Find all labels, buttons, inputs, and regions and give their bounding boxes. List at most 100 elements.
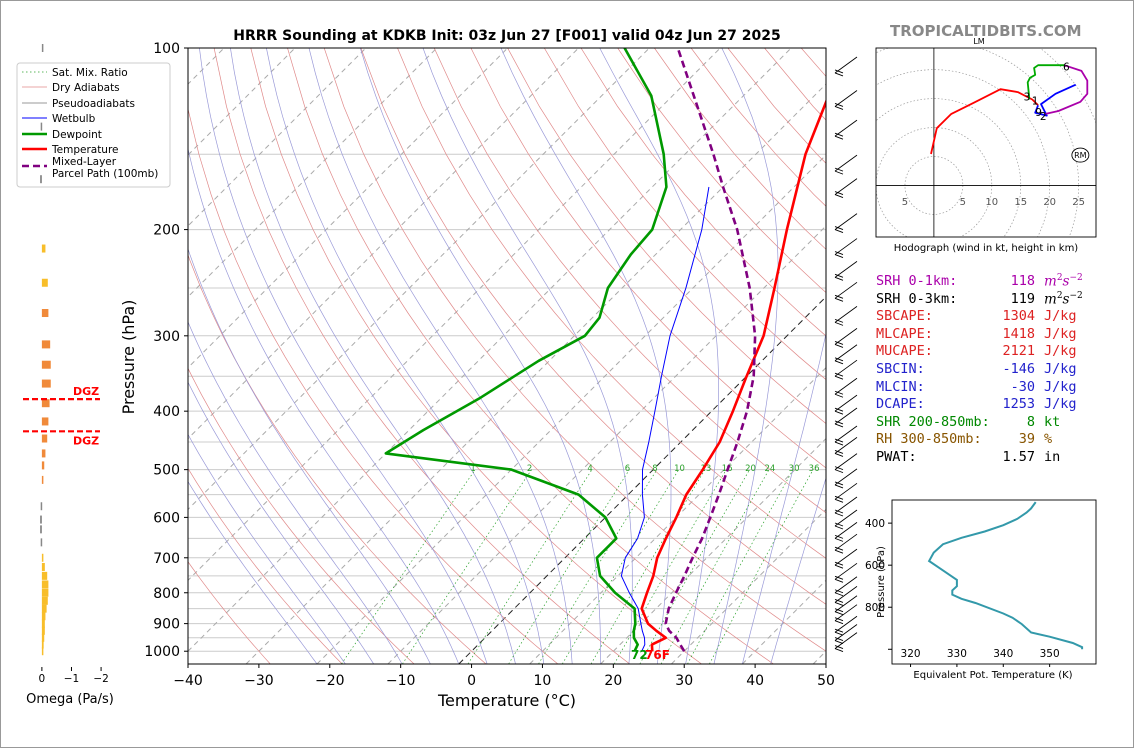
mixing-ratio-label: 1 [470, 464, 475, 474]
isotherm [458, 296, 826, 664]
omega-tick-label: −2 [93, 673, 108, 685]
wind-barb [834, 576, 858, 594]
index-label: MLCAPE: [876, 325, 933, 342]
wind-barb [834, 154, 858, 172]
omega-bar [41, 360, 51, 369]
index-value: 118 [1010, 273, 1035, 289]
omega-bar [41, 44, 44, 52]
mixing-ratio-label: 4 [587, 464, 592, 474]
index-unit: % [1044, 431, 1053, 448]
y-tick-label: 600 [153, 510, 180, 526]
isotherm [188, 48, 721, 582]
index-value: 1253 [1002, 396, 1035, 413]
theta-e-ylabel: Pressure (hPa) [876, 546, 887, 618]
isotherm [245, 83, 826, 664]
wind-barb [834, 586, 858, 603]
omega-bar [41, 461, 45, 470]
index-label: MUCAPE: [876, 343, 933, 360]
omega-bar [41, 417, 49, 426]
hodo-segment [1026, 64, 1065, 100]
legend-entry: Mixed-Layer [52, 156, 117, 168]
isotherm [188, 48, 579, 440]
mixing-ratio-label: 20 [745, 464, 756, 474]
dry-adiabat [323, 48, 826, 652]
dry-adiabat [580, 48, 826, 337]
pseudoadiabat [266, 48, 545, 664]
omega-bar [41, 553, 44, 562]
wind-barb [834, 238, 858, 255]
theta-e-panel: 400 600 800 320 330 340 350 Equivalent Pot. Tem… [865, 499, 1097, 681]
pseudoadiabat [500, 48, 672, 664]
index-row: SRH 0-3km: [876, 291, 957, 307]
index-unit: J/kg [1044, 378, 1077, 395]
pseudoadiabat [422, 48, 633, 664]
wind-barb [834, 624, 858, 641]
index-row: MLCAPE: [876, 326, 933, 342]
dgz-label: DGZ [73, 434, 99, 447]
wind-barb [834, 213, 858, 230]
wind-barb [834, 533, 858, 551]
y-tick-label: 400 [153, 404, 180, 420]
series-dewpoint [384, 48, 668, 652]
y-tick-label: 200 [153, 223, 180, 239]
isotherm [188, 48, 650, 511]
surface-temperature-label: 76F [645, 648, 670, 662]
omega-bar [41, 588, 49, 597]
isotherm [812, 650, 826, 664]
mixing-ratio-line [538, 469, 658, 664]
dry-adiabat [800, 48, 826, 77]
theta-e-ytick-label: 600 [865, 560, 885, 572]
dry-adiabat [250, 48, 702, 664]
hodo-segment [1034, 83, 1077, 117]
mixing-ratio-line [467, 469, 593, 664]
legend-entry: Pseudoadiabats [52, 98, 135, 110]
isotherm [188, 48, 792, 652]
wind-barb [834, 482, 858, 500]
index-label: SRH 0-3km: [876, 290, 958, 307]
wind-barb [834, 496, 858, 514]
index-value: 1418 [1002, 325, 1035, 342]
dry-adiabat [543, 48, 826, 381]
theta-e-ytick-label: 400 [865, 518, 885, 530]
mixing-ratio-line [639, 469, 750, 664]
omega-tick-label: 0 [39, 673, 46, 685]
omega-panel: DGZ DGZ 0 −1 −2 Omega (Pa/s) [23, 44, 114, 707]
dgz-label: DGZ [73, 385, 99, 398]
pseudoadiabat [359, 48, 601, 664]
index-label: SRH 0-1km: [876, 273, 958, 289]
theta-e-xtick-label: 330 [947, 648, 967, 660]
theta-e-axes [891, 499, 1097, 665]
dry-adiabat [287, 48, 774, 664]
dry-adiabat [188, 367, 415, 664]
pseudoadiabat [770, 476, 826, 664]
dry-adiabat [433, 48, 826, 514]
index-row: RH 300-850mb: [876, 431, 982, 447]
omega-bar [41, 278, 48, 287]
dry-adiabat [188, 254, 487, 664]
omega-bar [40, 538, 43, 547]
dry-adiabat [213, 48, 631, 664]
hodo-height-label: 9 [1035, 107, 1042, 119]
surface-dewpoint-label: 72 [631, 648, 648, 662]
wind-barb [834, 344, 858, 362]
wind-barb [834, 377, 858, 395]
skew-t-axes [187, 47, 827, 665]
wind-barb [834, 306, 858, 323]
index-unit: m2s−2 [1044, 290, 1083, 308]
wind-barb [834, 328, 858, 345]
x-tick-label: 10 [534, 673, 552, 689]
y-tick-label: 300 [153, 329, 180, 345]
wind-barb [834, 260, 858, 278]
theta-e-xtick-label: 320 [901, 648, 921, 660]
dry-adiabat [948, 48, 1134, 664]
brand-watermark: TROPICALTIDBITS.COM [890, 22, 1082, 40]
dry-adiabat [188, 561, 271, 664]
index-label: RH 300-850mb: [876, 431, 982, 448]
mixing-ratio-label: 30 [789, 464, 800, 474]
pseudoadiabat [188, 480, 318, 664]
hodo-tick-label: 20 [1043, 197, 1056, 208]
wind-barb [834, 178, 858, 195]
isotherm [316, 154, 826, 664]
omega-bar [41, 580, 49, 589]
x-tick-label: −20 [315, 673, 345, 689]
